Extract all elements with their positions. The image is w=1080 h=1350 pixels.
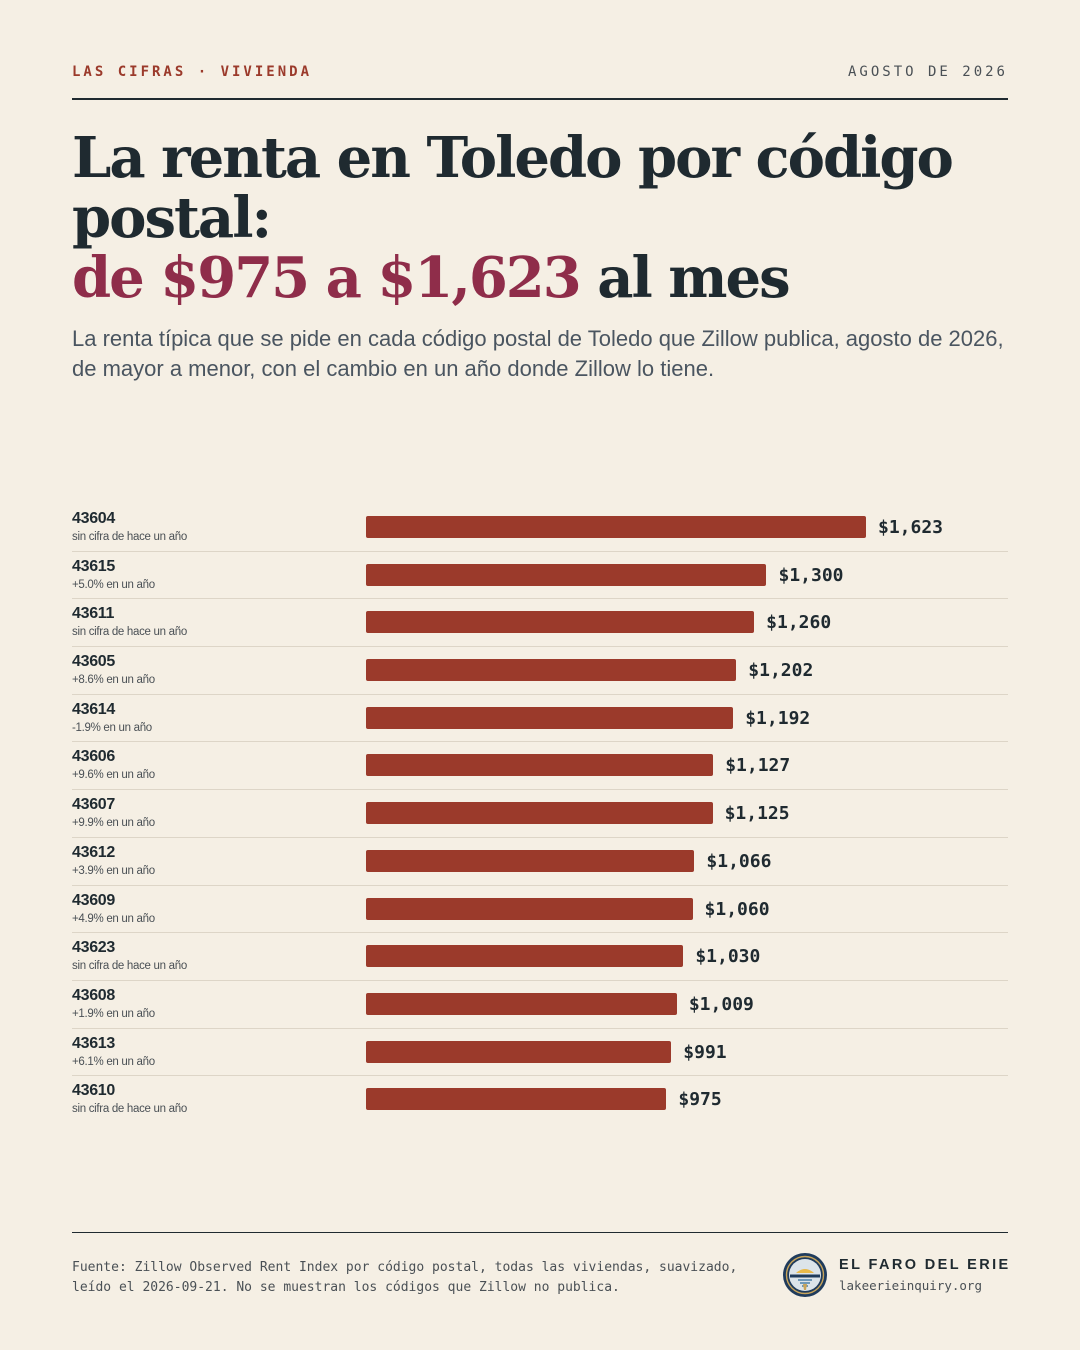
zip-code-label: 43605 [72,653,115,671]
rent-value-label: $1,125 [724,803,790,825]
zip-code-label: 43610 [72,1082,115,1100]
rent-value-label: $975 [678,1089,722,1111]
rent-bar [366,611,755,634]
rent-bar [366,659,737,682]
year-change-label: sin cifra de hace un año [72,960,187,973]
rent-bar [366,1088,667,1111]
year-change-label: +3.9% en un año [72,864,155,877]
chart-row: 43610 sin cifra de hace un año $975 [72,1076,1008,1124]
rent-value-label: $1,060 [704,898,770,920]
year-change-label: +8.6% en un año [72,674,155,687]
chart-row: 43607 +9.9% en un año $1,125 [72,790,1008,838]
chart-row: 43614 -1.9% en un año $1,192 [72,695,1008,743]
brand-name: EL FARO DEL ERIE [839,1257,1011,1273]
rent-bar [366,945,684,968]
rent-bar [366,754,714,777]
rent-bar [366,1040,672,1063]
rent-bar [366,706,734,729]
year-change-label: sin cifra de hace un año [72,531,187,543]
zip-code-label: 43612 [72,843,115,861]
zip-code-label: 43607 [72,796,115,814]
zip-code-label: 43608 [72,986,115,1004]
title-main: La renta en Toledo por código postal: [72,125,954,251]
rent-bar [366,563,767,586]
brand-block: EL FARO DEL ERIE lakeerieinquiry.org [782,1252,1008,1300]
page-title: La renta en Toledo por código postal: de … [72,128,1008,308]
year-change-label: +9.9% en un año [72,817,155,830]
zip-code-label: 43606 [72,748,115,766]
rent-value-label: $1,623 [878,517,944,538]
title-suffix: al mes [579,245,790,311]
chart-row: 43613 +6.1% en un año $991 [72,1029,1008,1077]
chart-row: 43612 +3.9% en un año $1,066 [72,838,1008,886]
year-change-label: +6.1% en un año [72,1055,155,1068]
chart-row: 43615 +5.0% en un año $1,300 [72,552,1008,600]
zip-code-label: 43614 [72,700,115,718]
footer-rule [72,1232,1008,1233]
rent-bar [366,897,693,920]
rent-bar [366,516,866,538]
rent-value-label: $1,202 [748,660,814,682]
title-accent: de $975 a $1,623 [72,245,582,311]
top-rule [72,98,1008,100]
top-bar: LAS CIFRAS · VIVIENDA AGOSTO DE 2026 [72,64,1008,80]
chart-row: 43608 +1.9% en un año $1,009 [72,981,1008,1029]
year-change-label: -1.9% en un año [72,721,152,734]
chart-row: 43609 +4.9% en un año $1,060 [72,886,1008,934]
year-change-label: +5.0% en un año [72,578,155,591]
rent-value-label: $1,009 [688,993,754,1015]
year-change-label: +1.9% en un año [72,1007,155,1020]
bar-chart: 43604 sin cifra de hace un año $1,623 43615… [72,504,1008,1124]
rent-value-label: $1,030 [695,946,761,968]
year-change-label: +9.6% en un año [72,769,155,782]
rent-value-label: $1,192 [745,707,811,729]
issue-date: AGOSTO DE 2026 [847,64,1008,80]
chart-row: 43611 sin cifra de hace un año $1,260 [72,599,1008,648]
zip-code-label: 43613 [72,1034,115,1052]
chart-row: 43605 +8.6% en un año $1,202 [72,647,1008,695]
brand-url[interactable]: lakeerieinquiry.org [839,1278,982,1293]
year-change-label: sin cifra de hace un año [72,626,187,639]
zip-code-label: 43611 [72,605,115,623]
lighthouse-seal-icon [783,1253,827,1297]
rent-value-label: $1,260 [766,612,832,634]
year-change-label: +4.9% en un año [72,912,155,925]
source-note: Fuente: Zillow Observed Rent Index por c… [72,1260,738,1295]
year-change-label: sin cifra de hace un año [72,1103,187,1116]
section-kicker: LAS CIFRAS · VIVIENDA [72,64,313,80]
rent-bar [366,849,695,872]
zip-code-label: 43604 [72,510,115,527]
rent-value-label: $1,127 [725,755,791,777]
rent-value-label: $991 [683,1041,727,1063]
chart-row: 43606 +9.6% en un año $1,127 [72,742,1008,791]
chart-row: 43604 sin cifra de hace un año $1,623 [72,504,1008,552]
zip-code-label: 43615 [72,557,115,575]
zip-code-label: 43623 [72,939,115,957]
chart-subtitle: La renta típica que se pide en cada códi… [72,326,1004,381]
chart-row: 43623 sin cifra de hace un año $1,030 [72,933,1008,981]
rent-value-label: $1,300 [778,564,844,586]
zip-code-label: 43609 [72,891,115,909]
rent-bar [366,802,713,825]
rent-value-label: $1,066 [706,850,772,872]
rent-bar [366,992,677,1015]
